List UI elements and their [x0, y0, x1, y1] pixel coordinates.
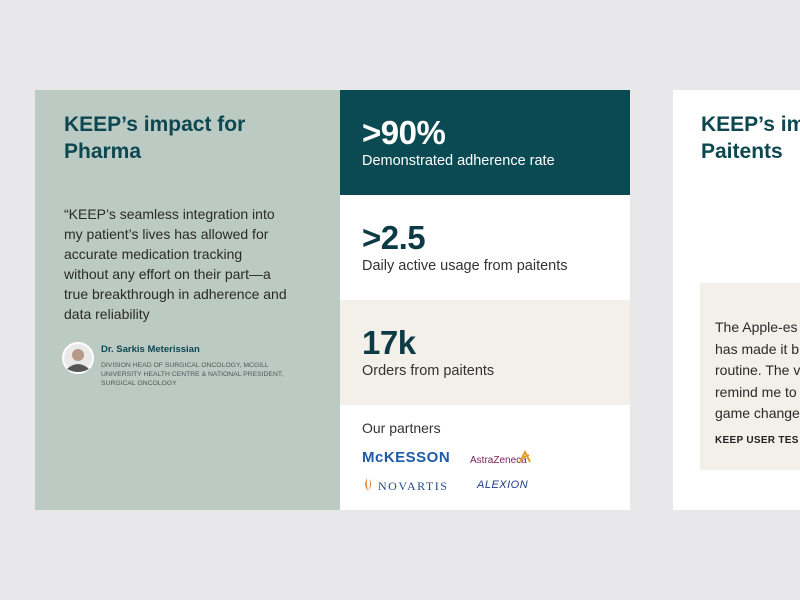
stat-value: 17k [362, 324, 416, 361]
role-line: SURGICAL ONCOLOGY [101, 380, 177, 387]
quote-line: remind me to [715, 383, 797, 400]
partner-logo: NOVARTIS [378, 479, 449, 493]
quote-line: game change [715, 405, 800, 421]
quote-line: has made it b [715, 340, 800, 357]
impact-card [35, 90, 340, 510]
author-name: Dr. Sarkis Meterissian [101, 344, 200, 355]
stat-value: >90% [362, 114, 446, 151]
title-line: Pharma [64, 140, 142, 163]
author-role: DIVISION HEAD OF SURGICAL ONCOLOGY, MCGI… [101, 361, 283, 388]
next-quote-box [700, 283, 800, 470]
partner-logo: ALEXION [477, 479, 529, 491]
partners-panel [340, 405, 630, 510]
card-title: KEEP’s impact for Pharma [64, 111, 245, 165]
partner-logo: AstraZeneca [470, 455, 527, 466]
quote-line: The Apple-es [715, 319, 798, 335]
title-line: Paitents [701, 140, 783, 163]
quote-line: true breakthrough in adherence and [64, 286, 287, 302]
quote-line: without any effort on their part—a [64, 266, 271, 282]
stat-panel-3 [340, 300, 630, 405]
stat-panel-1 [340, 90, 630, 195]
stat-panel-2 [340, 195, 630, 300]
stat-value: >2.5 [362, 219, 426, 256]
title-line: KEEP’s im [701, 113, 800, 136]
next-card-title: KEEP’s im Paitents [701, 111, 800, 165]
partner-logo: McKESSON [362, 449, 451, 466]
astrazeneca-mark [519, 450, 531, 463]
quote-line: accurate medication tracking [64, 246, 243, 262]
title-line: KEEP’s impact for [64, 113, 246, 136]
stat-label: Orders from paitents [362, 363, 495, 379]
quote: “KEEP’s seamless integration into my pat… [64, 204, 287, 324]
novartis-mark [365, 478, 372, 491]
quote-line: data reliability [64, 306, 150, 322]
role-line: UNIVERSITY HEALTH CENTRE & NATIONAL PRES… [101, 371, 284, 378]
quote-line: “KEEP’s seamless integration into [64, 206, 275, 222]
stat-label: Demonstrated adherence rate [362, 153, 555, 169]
next-quote: The Apple-es has made it b routine. The … [715, 317, 800, 425]
role-line: DIVISION HEAD OF SURGICAL ONCOLOGY, MCGI… [101, 362, 269, 369]
quote-line: my patient’s lives has allowed for [64, 226, 269, 242]
partners-title: Our partners [362, 420, 441, 436]
avatar [62, 342, 94, 374]
next-source: KEEP USER TES [715, 435, 799, 446]
quote-line: routine. The v [715, 362, 800, 378]
stat-label: Daily active usage from paitents [362, 258, 568, 274]
